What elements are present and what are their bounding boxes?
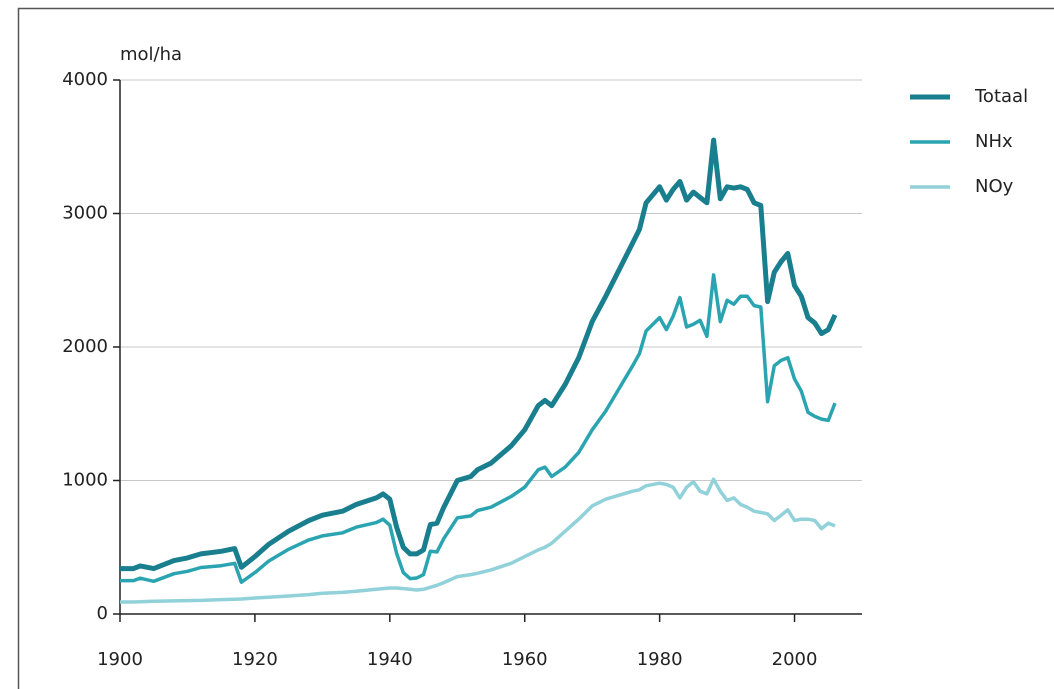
- legend-label: NOy: [975, 176, 1014, 197]
- series-line: [120, 273, 837, 584]
- x-tick-label: 1900: [97, 649, 143, 670]
- x-tick-label: 1940: [367, 649, 413, 670]
- legend-label: NHx: [975, 131, 1013, 152]
- frame: [17, 7, 1054, 689]
- y-tick-label: 2000: [62, 336, 108, 357]
- y-tick-label: 3000: [62, 203, 108, 224]
- y-tick-label: 4000: [62, 69, 108, 90]
- series-line: [120, 137, 838, 572]
- x-tick-label: 2000: [772, 649, 818, 670]
- x-tick-label: 1980: [637, 649, 683, 670]
- y-tick-label: 0: [97, 603, 108, 624]
- y-axis-label: mol/ha: [120, 44, 182, 65]
- x-tick-label: 1960: [502, 649, 548, 670]
- series-line: [120, 477, 836, 604]
- x-tick-label: 1920: [232, 649, 278, 670]
- legend-label: Totaal: [974, 86, 1028, 107]
- y-tick-label: 1000: [62, 470, 108, 491]
